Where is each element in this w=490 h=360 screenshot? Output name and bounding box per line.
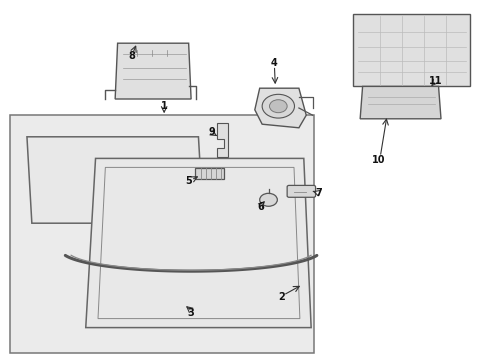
Polygon shape [27,137,203,223]
Text: 9: 9 [208,127,215,138]
Polygon shape [217,123,228,157]
FancyBboxPatch shape [195,168,224,179]
FancyBboxPatch shape [10,115,314,353]
Text: 1: 1 [161,101,168,111]
Polygon shape [353,14,470,86]
Text: 7: 7 [315,188,322,198]
Polygon shape [255,88,306,128]
Text: 10: 10 [372,155,386,165]
Text: 11: 11 [429,76,443,86]
Text: 5: 5 [185,176,192,186]
Text: 8: 8 [129,51,136,61]
Polygon shape [360,86,441,119]
Circle shape [270,100,287,113]
Text: 3: 3 [188,308,195,318]
Circle shape [262,94,294,118]
Polygon shape [115,43,191,99]
Circle shape [260,193,277,206]
Text: 2: 2 [278,292,285,302]
FancyBboxPatch shape [287,185,316,197]
Text: 4: 4 [271,58,278,68]
Polygon shape [86,158,311,328]
Text: 6: 6 [258,202,265,212]
